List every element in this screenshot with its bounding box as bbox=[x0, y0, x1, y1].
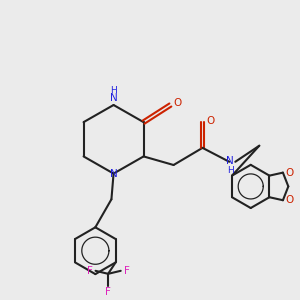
Text: O: O bbox=[285, 195, 294, 205]
Text: N: N bbox=[226, 156, 234, 166]
Text: F: F bbox=[87, 266, 92, 276]
Text: H: H bbox=[227, 166, 234, 175]
Text: N: N bbox=[110, 92, 117, 103]
Text: N: N bbox=[110, 169, 117, 179]
Text: O: O bbox=[285, 168, 294, 178]
Text: H: H bbox=[110, 85, 117, 94]
Text: F: F bbox=[124, 266, 130, 276]
Text: O: O bbox=[207, 116, 215, 126]
Text: O: O bbox=[174, 98, 182, 109]
Text: F: F bbox=[105, 287, 111, 297]
